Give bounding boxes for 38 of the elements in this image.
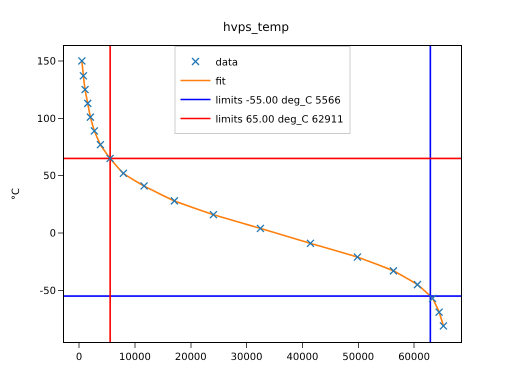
- point: [389, 266, 398, 276]
- point: [439, 322, 448, 330]
- point: [306, 239, 315, 248]
- point: [119, 169, 128, 178]
- point: [86, 112, 95, 122]
- y-tick-label: 0: [50, 228, 56, 240]
- x-tick-label: 10000: [119, 352, 151, 363]
- y-tick-label: -50: [40, 286, 56, 297]
- point: [170, 196, 179, 206]
- chart-title: hvps_temp: [223, 20, 289, 34]
- legend-label: fit: [216, 76, 226, 88]
- point: [96, 140, 105, 149]
- point: [434, 308, 444, 316]
- point: [90, 126, 99, 136]
- y-tick-label: 50: [43, 171, 56, 182]
- point: [80, 85, 90, 94]
- point: [79, 72, 88, 80]
- x-tick-label: 50000: [342, 352, 374, 363]
- point: [413, 280, 422, 289]
- legend-label: data: [216, 57, 238, 68]
- x-tick-label: 30000: [230, 352, 262, 363]
- x-tick-label: 20000: [174, 352, 207, 363]
- legend-label: limits -55.00 deg_C 5566: [216, 95, 341, 106]
- point: [140, 182, 148, 190]
- point: [78, 56, 86, 66]
- x-tick-label: 0: [76, 352, 82, 363]
- y-tick-label: 150: [36, 56, 56, 68]
- point: [428, 294, 437, 303]
- y-tick-label: 100: [36, 114, 56, 125]
- point: [84, 99, 92, 108]
- point: [256, 224, 265, 233]
- y-axis-title: °C: [10, 188, 22, 200]
- point: [209, 210, 218, 219]
- point: [353, 252, 362, 262]
- x-tick-label: 60000: [398, 352, 430, 363]
- x-tick-label: 40000: [286, 352, 318, 363]
- point: [106, 154, 114, 163]
- legend-label: limits 65.00 deg_C 62911: [216, 114, 344, 126]
